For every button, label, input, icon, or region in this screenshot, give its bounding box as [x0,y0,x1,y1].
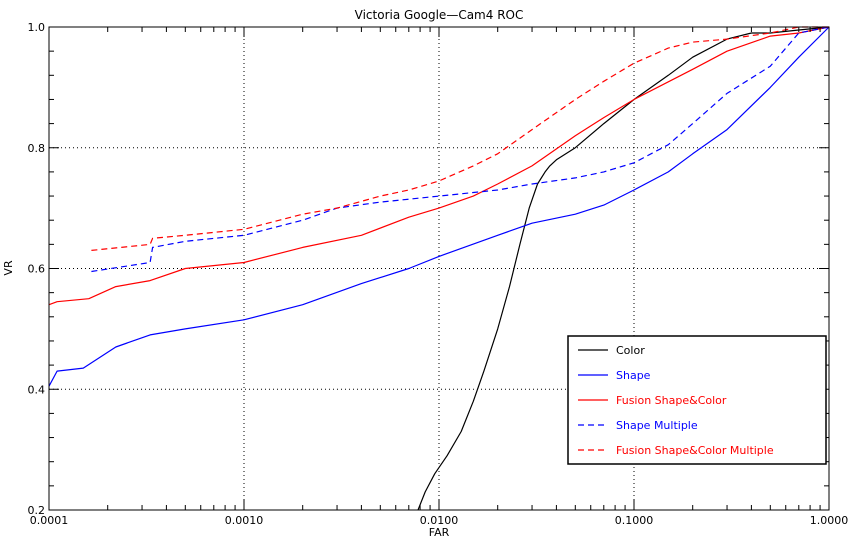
legend-label: Color [616,344,645,357]
y-tick-label: 0.2 [28,504,46,517]
chart-title: Victoria Google—Cam4 ROC [355,8,524,22]
axis-ticks: 0.0001 0.0010 0.0100 0.1000 1.0000 0.2 0.4 0.6 0… [28,21,849,527]
y-tick-label: 0.8 [28,142,46,155]
legend-label: Fusion Shape&Color [616,394,727,407]
series-layer [48,26,830,511]
series-line-shape [48,26,830,387]
series-line-fusion-shape-color-multiple [91,26,829,251]
x-axis-label: FAR [429,526,450,539]
y-tick-label: 0.4 [28,383,46,396]
grid [49,27,829,510]
x-tick-label: 1.0000 [810,514,849,527]
legend-label: Fusion Shape&Color Multiple [616,444,774,457]
y-axis-label: VR [2,260,15,276]
series-line-shape-multiple [91,26,830,273]
series-line-fusion-shape-color [48,26,830,306]
y-tick-label: 0.6 [28,263,46,276]
legend-label: Shape [616,369,651,382]
y-tick-label: 1.0 [28,21,46,34]
x-tick-label: 0.0001 [30,514,69,527]
legend: Color Shape Fusion Shape&Color Shape Multip… [567,335,827,465]
legend-box [567,335,827,465]
x-tick-label: 0.0010 [225,514,264,527]
x-tick-label: 0.0100 [420,514,459,527]
x-tick-label: 0.1000 [615,514,654,527]
legend-label: Shape Multiple [616,419,698,432]
